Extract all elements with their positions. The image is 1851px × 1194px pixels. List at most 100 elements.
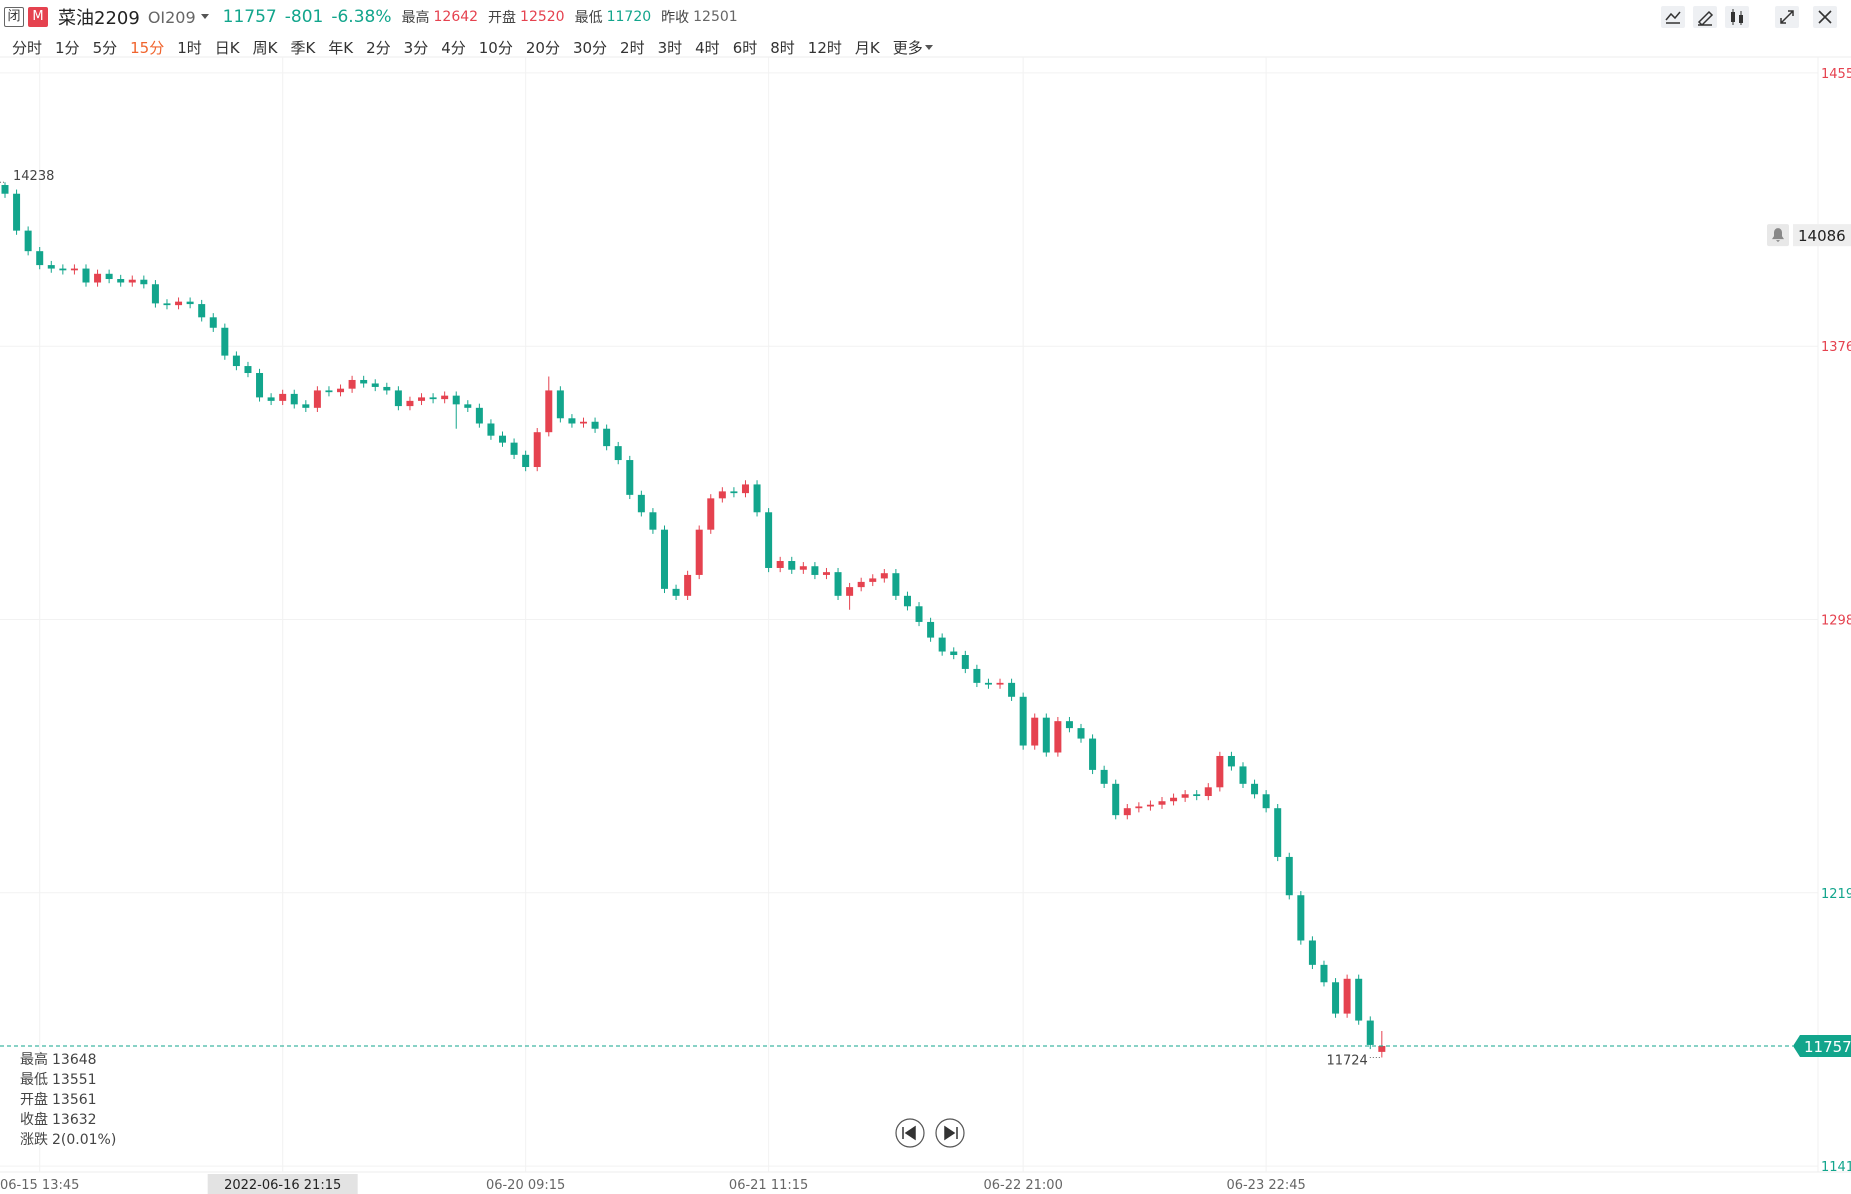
period-tab[interactable]: 6时 bbox=[732, 38, 758, 57]
quote-header: 闭 M 菜油2209 OI209 11757 -801 -6.38% 最高 12642 开盘 125… bbox=[0, 0, 738, 34]
candle-body bbox=[730, 491, 738, 494]
period-tab[interactable]: 3时 bbox=[657, 38, 683, 57]
candle-body bbox=[927, 621, 935, 638]
candle-body bbox=[13, 193, 21, 231]
period-tab[interactable]: 月K bbox=[854, 38, 880, 57]
contract-code[interactable]: OI209 bbox=[147, 7, 196, 27]
tool-button[interactable] bbox=[1775, 6, 1799, 28]
info-label: 涨跌 bbox=[20, 1132, 48, 1148]
period-tab[interactable]: 30分 bbox=[572, 38, 608, 57]
candle-body bbox=[1170, 797, 1178, 802]
period-tab[interactable]: 更多 bbox=[893, 37, 939, 58]
candle-body bbox=[221, 327, 229, 356]
quote-value: 11757 bbox=[222, 7, 277, 27]
close-button[interactable] bbox=[1813, 6, 1837, 28]
candle-body bbox=[325, 390, 333, 393]
period-tab[interactable]: 10分 bbox=[478, 38, 513, 57]
candle-body bbox=[163, 303, 171, 306]
candle-body bbox=[290, 393, 298, 405]
min-label: 11724 bbox=[1326, 1053, 1367, 1068]
candle-body bbox=[938, 637, 946, 652]
period-tab[interactable]: 季K bbox=[290, 38, 316, 57]
period-tab[interactable]: 12时 bbox=[807, 38, 842, 57]
candle-body bbox=[1123, 808, 1131, 816]
candle-body bbox=[1262, 794, 1270, 809]
info-value: 13648 bbox=[52, 1052, 97, 1068]
candle-body bbox=[256, 373, 264, 398]
candle-body bbox=[1193, 794, 1201, 797]
dropdown-caret[interactable] bbox=[924, 44, 933, 50]
candle-body bbox=[649, 512, 657, 530]
candle-body bbox=[672, 588, 680, 596]
tool-button[interactable] bbox=[1693, 6, 1717, 28]
period-tab[interactable]: 3分 bbox=[403, 38, 429, 57]
x-tick-label: 06-21 11:15 bbox=[729, 1178, 808, 1193]
candle-body bbox=[418, 397, 426, 401]
candle-body bbox=[360, 379, 368, 384]
period-tab[interactable]: 2分 bbox=[366, 38, 391, 57]
candle-body bbox=[70, 268, 78, 271]
candle-body bbox=[267, 397, 275, 401]
stat-label: 最高 bbox=[401, 10, 430, 26]
toolbar bbox=[1661, 6, 1837, 28]
candle-body bbox=[394, 390, 402, 407]
period-tab[interactable]: 分时 bbox=[12, 38, 43, 57]
period-tab[interactable]: 日K bbox=[214, 38, 240, 57]
tool-button[interactable] bbox=[1661, 6, 1685, 28]
candle-body bbox=[973, 668, 981, 683]
candle-body bbox=[244, 366, 252, 374]
period-tab[interactable]: 4时 bbox=[695, 38, 720, 57]
candle-body bbox=[903, 595, 911, 607]
candle-body bbox=[406, 400, 414, 407]
candle-body bbox=[545, 390, 553, 433]
candle-body bbox=[59, 268, 67, 271]
candle-body bbox=[533, 432, 541, 468]
candle-body bbox=[961, 655, 969, 669]
period-tab[interactable]: 5分 bbox=[92, 38, 118, 57]
hover-info: 最高 13648 最低 13551 开盘 13561 收盘 13632 涨跌 2(0.01%) bbox=[20, 1050, 116, 1150]
playback-icon bbox=[902, 1125, 916, 1141]
candle-body bbox=[1308, 940, 1316, 965]
period-tab[interactable]: 8时 bbox=[770, 38, 795, 57]
candle-body bbox=[695, 529, 703, 575]
tool-button[interactable] bbox=[1725, 6, 1749, 28]
candle-body bbox=[1320, 964, 1328, 983]
candle-body bbox=[1077, 728, 1085, 739]
period-tab[interactable]: 1分 bbox=[55, 38, 80, 57]
dropdown-caret[interactable] bbox=[200, 13, 209, 19]
period-tab[interactable]: 年K bbox=[328, 38, 354, 57]
period-tab[interactable]: 20分 bbox=[525, 38, 560, 57]
candle-body bbox=[140, 279, 148, 285]
candle-body bbox=[1100, 769, 1108, 784]
candle-body bbox=[880, 573, 888, 579]
candle-body bbox=[1089, 738, 1097, 770]
contract-name: 菜油2209 bbox=[58, 8, 140, 29]
period-bar: 分时 1分 5分 15分 1时 日K 周K 季K 年K 2分 3分 4分 10分 20分 30分 2时 3时 4时… bbox=[12, 36, 952, 58]
x-tick-label: 06-23 22:45 bbox=[1226, 1178, 1305, 1193]
alert-bell bbox=[1772, 228, 1784, 243]
candle-body bbox=[186, 301, 194, 305]
y-tick-label: 11412 bbox=[1821, 1160, 1851, 1175]
period-tab[interactable]: 15分 bbox=[130, 38, 165, 57]
candle-body bbox=[441, 395, 449, 400]
cursor-label-bg bbox=[207, 1174, 358, 1194]
candle-body bbox=[799, 566, 807, 570]
period-tab[interactable]: 4分 bbox=[441, 38, 466, 57]
period-tab[interactable]: 周K bbox=[252, 38, 278, 57]
candle-body bbox=[128, 279, 136, 283]
period-tab[interactable]: 1时 bbox=[177, 38, 202, 57]
stat-value: 12501 bbox=[693, 9, 738, 25]
candle-body bbox=[1378, 1045, 1386, 1052]
candle-body bbox=[1042, 717, 1050, 753]
last-price-label: 11757 bbox=[1804, 1038, 1851, 1056]
candle-body bbox=[915, 606, 923, 622]
candle-body bbox=[626, 460, 634, 495]
candle-body bbox=[591, 421, 599, 429]
candle-body bbox=[984, 682, 992, 685]
x-tick-label: 06-15 13:45 bbox=[0, 1178, 79, 1193]
period-tab[interactable]: 2时 bbox=[620, 38, 645, 57]
candle-body bbox=[464, 404, 472, 408]
candle-body bbox=[1031, 717, 1039, 746]
candle-body bbox=[1216, 755, 1224, 788]
